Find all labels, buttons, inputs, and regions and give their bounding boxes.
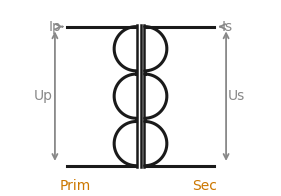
Text: Ip: Ip (48, 20, 61, 34)
Text: Sec: Sec (192, 179, 217, 193)
Text: Prim: Prim (60, 179, 91, 193)
Text: Is: Is (222, 20, 233, 34)
Text: Up: Up (34, 89, 53, 103)
Text: Us: Us (228, 89, 245, 103)
